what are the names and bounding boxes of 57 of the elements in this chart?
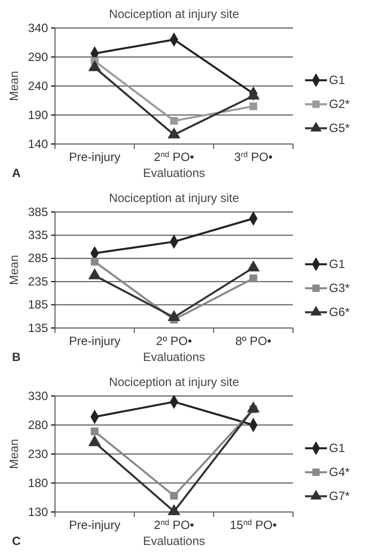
text: A xyxy=(12,166,21,180)
legend-label: G6* xyxy=(329,305,350,320)
y-axis-title: Mean xyxy=(7,438,21,470)
x-axis-title: Evaluations xyxy=(142,166,206,180)
legend-label: G7* xyxy=(329,489,350,504)
x-tick-label: 15$^{nd}$ PO• xyxy=(230,518,277,532)
y-tick-label: 140 xyxy=(28,136,48,151)
x-tick-label: 3$^{rd}$ PO• xyxy=(234,150,273,164)
x-tick-label: 8º PO• xyxy=(235,334,272,348)
y-tick-label: 235 xyxy=(28,274,48,288)
chart-title: Nociception at injury site xyxy=(108,7,240,21)
y-tick-label: 330 xyxy=(28,388,48,403)
point xyxy=(88,60,102,72)
point xyxy=(90,428,99,436)
point xyxy=(249,102,258,110)
x-tick-label: Pre-injury xyxy=(68,518,120,532)
y-tick-label: 385 xyxy=(28,204,48,219)
text: C xyxy=(12,534,21,548)
point xyxy=(90,258,99,266)
point xyxy=(168,504,180,516)
y-tick-label: 335 xyxy=(28,228,48,242)
legend-label: G4* xyxy=(329,465,350,480)
y-axis-title: Mean xyxy=(7,70,21,102)
x-axis-title: Evaluations xyxy=(142,350,206,364)
y-tick-label: 285 xyxy=(28,251,48,266)
legend-label: G2* xyxy=(329,97,350,112)
x-tick-label: 2º PO• xyxy=(156,334,192,348)
y-tick-label: 280 xyxy=(28,418,48,432)
y-tick-label: 340 xyxy=(28,20,48,35)
y-tick-label: 290 xyxy=(28,50,48,64)
point xyxy=(88,435,102,446)
chart-title: Nociception at injury site xyxy=(108,375,240,389)
text: B xyxy=(12,350,21,364)
x-tick-label: 2$^{nd}$ PO• xyxy=(154,150,194,164)
legend-label: G1 xyxy=(329,73,346,88)
point xyxy=(249,274,258,282)
point xyxy=(170,492,178,500)
y-tick-label: 230 xyxy=(28,446,48,461)
x-tick-label: 2$^{nd}$ PO• xyxy=(154,518,194,532)
y-tick-label: 180 xyxy=(28,476,48,490)
x-tick-label: Pre-injury xyxy=(68,150,120,164)
legend-label: G1 xyxy=(329,441,346,456)
point xyxy=(246,88,260,100)
y-axis-title: Mean xyxy=(7,254,21,286)
legend-label: G3* xyxy=(329,281,350,296)
legend-label: G5* xyxy=(329,121,350,136)
y-tick-label: 240 xyxy=(28,78,48,93)
x-tick-label: Pre-injury xyxy=(68,334,120,348)
y-tick-label: 190 xyxy=(28,108,48,122)
y-tick-label: 135 xyxy=(28,320,48,335)
point xyxy=(168,127,180,138)
y-tick-label: 185 xyxy=(28,298,48,312)
chart-title: Nociception at injury site xyxy=(108,191,240,205)
x-axis-title: Evaluations xyxy=(142,534,206,548)
point xyxy=(170,116,178,125)
y-tick-label: 130 xyxy=(28,504,48,519)
legend-label: G1 xyxy=(329,257,346,272)
